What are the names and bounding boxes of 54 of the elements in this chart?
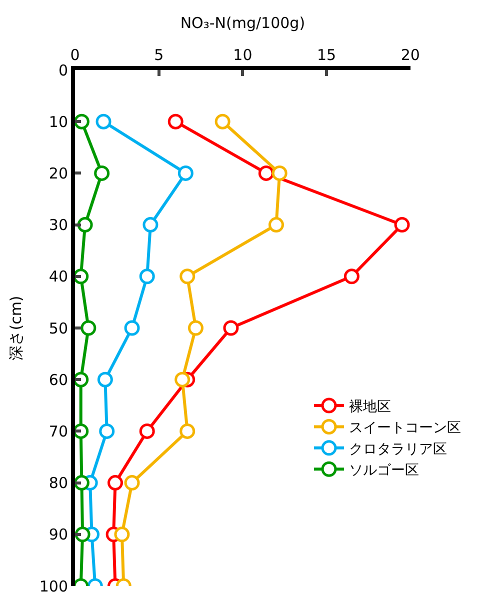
point xyxy=(94,165,110,181)
point xyxy=(77,217,93,233)
point xyxy=(75,114,90,130)
point xyxy=(75,526,90,542)
point xyxy=(174,372,190,388)
point xyxy=(258,165,274,181)
point xyxy=(394,217,410,233)
y-tick-label: 80 xyxy=(48,474,68,492)
y-tick-label: 70 xyxy=(48,422,68,440)
point xyxy=(188,320,204,336)
x-tick-label: 15 xyxy=(317,46,336,64)
point xyxy=(80,320,96,336)
legend-label: ソルゴー区 xyxy=(349,462,419,479)
y-tick-label: 40 xyxy=(48,268,68,286)
point xyxy=(75,423,89,439)
y-tick-label: 30 xyxy=(48,216,68,234)
point xyxy=(139,423,155,439)
point xyxy=(214,114,230,130)
point xyxy=(142,217,158,233)
point xyxy=(180,268,196,284)
y-tick-label: 20 xyxy=(48,164,68,182)
point xyxy=(272,165,288,181)
point xyxy=(268,217,284,233)
x-tick-label: 5 xyxy=(154,46,164,64)
point xyxy=(124,320,140,336)
x-axis-title: NO₃-N(mg/100g) xyxy=(180,14,306,32)
point xyxy=(178,165,194,181)
y-tick-label: 10 xyxy=(48,112,68,131)
legend-label: 裸地区 xyxy=(349,398,391,415)
point xyxy=(99,423,115,439)
point xyxy=(223,320,239,336)
y-tick-label: 0 xyxy=(58,61,68,80)
point xyxy=(344,268,360,284)
point xyxy=(97,372,113,388)
point xyxy=(75,475,90,491)
y-tick-label: 90 xyxy=(48,526,68,544)
point xyxy=(180,423,196,439)
legend-label: スイートコーン区 xyxy=(349,420,461,436)
y-tick-label: 60 xyxy=(48,370,68,389)
point xyxy=(168,114,184,130)
point xyxy=(75,372,89,388)
legend-label: クロタラリア区 xyxy=(349,441,447,458)
point xyxy=(139,268,155,284)
y-axis-title: 深さ(cm) xyxy=(7,296,26,360)
point xyxy=(108,475,123,491)
x-tick-label: 0 xyxy=(70,46,80,64)
point xyxy=(114,526,130,542)
x-tick-label: 10 xyxy=(233,46,252,64)
y-tick-label: 50 xyxy=(48,319,68,338)
x-tick-label: 20 xyxy=(400,46,420,64)
point xyxy=(124,475,140,491)
y-tick-label: 100 xyxy=(39,577,68,596)
point xyxy=(75,268,89,284)
point xyxy=(96,114,112,130)
